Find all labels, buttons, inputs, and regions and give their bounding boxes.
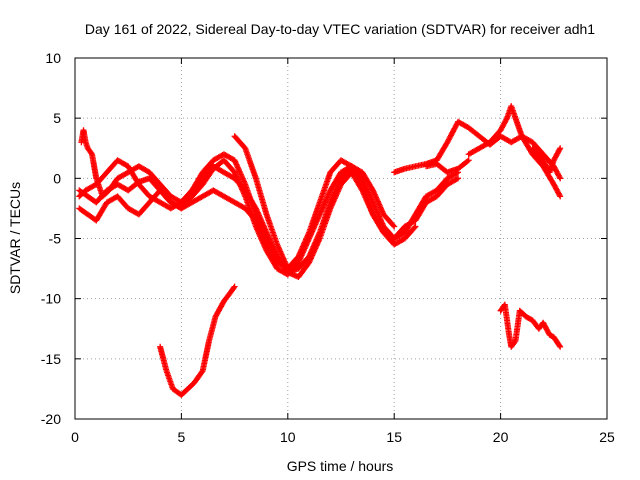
y-tick-label: -10 [41, 291, 61, 307]
axis-ticks: 0 5 10 15 20 25 -20 -15 -10 -5 0 5 10 [41, 50, 615, 445]
data-point [391, 223, 398, 230]
data-point [390, 222, 397, 229]
data-point [556, 192, 563, 199]
data-point [503, 116, 510, 123]
x-tick-label: 10 [280, 429, 296, 445]
series-track-7 [465, 103, 564, 200]
y-tick-label: 0 [53, 170, 61, 186]
data-point [230, 284, 237, 291]
x-axis-label: GPS time / hours [287, 458, 394, 474]
data-point [556, 173, 563, 180]
x-tick-label: 0 [71, 429, 79, 445]
data-point [464, 158, 471, 165]
data-point [557, 145, 564, 152]
y-tick-label: -20 [41, 411, 61, 427]
y-tick-label: -5 [49, 231, 62, 247]
data-point [511, 338, 518, 345]
data-point [465, 157, 472, 164]
x-tick-label: 5 [178, 429, 186, 445]
data-point [557, 193, 564, 200]
data-point [198, 369, 205, 376]
series-track-9 [529, 145, 564, 176]
grid-lines [75, 58, 607, 419]
data-point [556, 342, 563, 349]
x-tick-label: 15 [386, 429, 402, 445]
series-track-5 [231, 133, 291, 272]
y-tick-label: 10 [45, 50, 61, 66]
x-tick-label: 25 [599, 429, 615, 445]
data-marks [76, 103, 564, 398]
x-tick-label: 20 [493, 429, 509, 445]
y-axis-label: SDTVAR / TECUs [7, 182, 23, 294]
series-track-11 [497, 301, 564, 350]
y-tick-label: 5 [53, 110, 61, 126]
data-point [557, 343, 564, 350]
data-point [556, 146, 563, 153]
data-point [231, 283, 238, 290]
data-point [412, 223, 419, 230]
series-track-10 [157, 283, 238, 398]
data-point [284, 265, 291, 272]
data-point [88, 150, 95, 157]
y-tick-label: -15 [41, 351, 61, 367]
series-track-8 [423, 157, 472, 176]
data-point [453, 176, 460, 183]
chart-title: Day 161 of 2022, Sidereal Day-to-day VTE… [85, 21, 595, 37]
data-point [455, 175, 462, 182]
series-track-6 [391, 118, 564, 182]
data-point [411, 224, 418, 231]
data-point [557, 175, 564, 182]
